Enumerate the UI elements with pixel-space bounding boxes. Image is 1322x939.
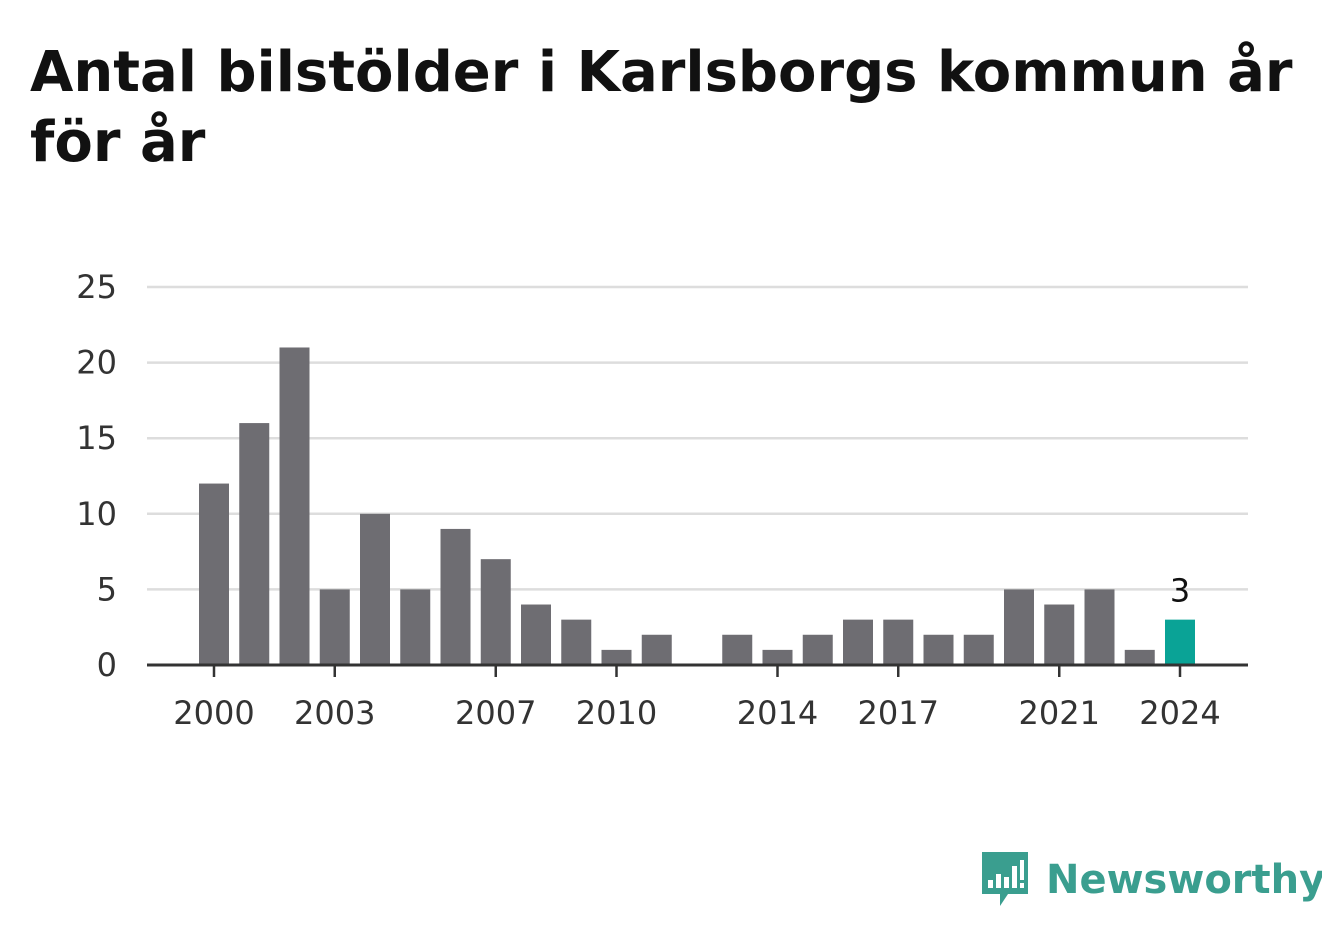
bar-2023	[1124, 649, 1155, 665]
y-tick-label: 5	[97, 570, 117, 608]
x-tick-label: 2000	[173, 694, 254, 732]
y-tick-label: 15	[76, 419, 117, 457]
x-tick-label: 2003	[294, 694, 375, 732]
bar-2001	[239, 423, 270, 665]
bar-2006	[440, 528, 471, 665]
x-tick-label: 2017	[858, 694, 939, 732]
y-tick-label: 0	[97, 646, 117, 684]
bar-2018	[923, 634, 954, 665]
bar-2004	[360, 513, 390, 665]
bar-2024	[1165, 619, 1195, 665]
y-tick-label: 25	[76, 268, 117, 306]
bar-2005	[400, 589, 431, 665]
bar-2022	[1084, 589, 1115, 665]
brand-name: Newsworthy	[1046, 857, 1322, 903]
x-tick-label: 2024	[1139, 694, 1220, 732]
x-tick-label: 2010	[576, 694, 657, 732]
bar-2003	[319, 589, 350, 665]
x-tick-label: 2007	[455, 694, 536, 732]
chart-title: Antal bilstölder i Karlsborgs kommun år …	[30, 40, 1293, 175]
bar-2013	[722, 634, 753, 665]
brand-footer: Newsworthy	[980, 848, 1322, 912]
bar-chart: 0 5 10 15 20 25 2000 2003 2007 2010 2014 2017 2021 20…	[76, 268, 1248, 732]
bar-2016	[843, 619, 873, 665]
axes	[147, 663, 1248, 677]
y-tick-label: 20	[76, 344, 117, 382]
bar-2019	[963, 634, 994, 665]
bar-2021	[1044, 604, 1075, 665]
labels: 0 5 10 15 20 25 2000 2003 2007 2010 2014 2017 2021 20…	[76, 268, 1220, 732]
x-tick-label: 2014	[737, 694, 818, 732]
y-tick-label: 10	[76, 495, 117, 533]
bar-2014	[762, 649, 793, 665]
bars	[199, 347, 1195, 665]
bar-2017	[883, 619, 914, 665]
bar-2015	[802, 634, 833, 665]
bar-2008	[521, 604, 551, 665]
x-tick-label: 2021	[1019, 694, 1100, 732]
newsworthy-chat-bars-icon	[982, 852, 1028, 906]
bar-2000	[199, 483, 229, 665]
bar-2011	[641, 634, 672, 665]
bar-2009	[561, 619, 592, 665]
gridlines	[147, 285, 1248, 591]
bar-2002	[279, 347, 310, 665]
bar-2007	[480, 559, 511, 665]
bar-2020	[1004, 589, 1034, 665]
data-label-2024: 3	[1170, 572, 1190, 610]
bar-2010	[601, 649, 632, 665]
